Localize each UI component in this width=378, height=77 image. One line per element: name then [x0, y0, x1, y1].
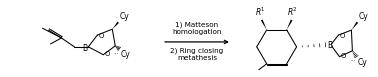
Text: $R^1$: $R^1$ — [255, 6, 266, 18]
Text: Cy: Cy — [357, 58, 367, 67]
Polygon shape — [287, 20, 293, 30]
Polygon shape — [352, 22, 358, 30]
Text: $R^2$: $R^2$ — [287, 6, 298, 18]
Polygon shape — [261, 20, 267, 30]
Text: O: O — [104, 51, 110, 57]
Text: O: O — [339, 33, 345, 39]
Text: metathesis: metathesis — [177, 55, 217, 61]
Text: 1) Matteson: 1) Matteson — [175, 22, 218, 28]
Text: B: B — [327, 41, 332, 50]
Text: Cy: Cy — [358, 12, 368, 21]
Text: O: O — [98, 33, 104, 39]
Text: B: B — [82, 44, 87, 53]
Text: 2) Ring closing: 2) Ring closing — [170, 48, 224, 54]
Text: O: O — [341, 53, 346, 59]
Polygon shape — [112, 22, 119, 29]
Text: homologation: homologation — [172, 29, 222, 35]
Text: ···: ··· — [113, 51, 118, 56]
Text: ···: ··· — [350, 59, 355, 64]
Text: Cy: Cy — [119, 12, 129, 21]
Text: Cy: Cy — [120, 50, 130, 59]
